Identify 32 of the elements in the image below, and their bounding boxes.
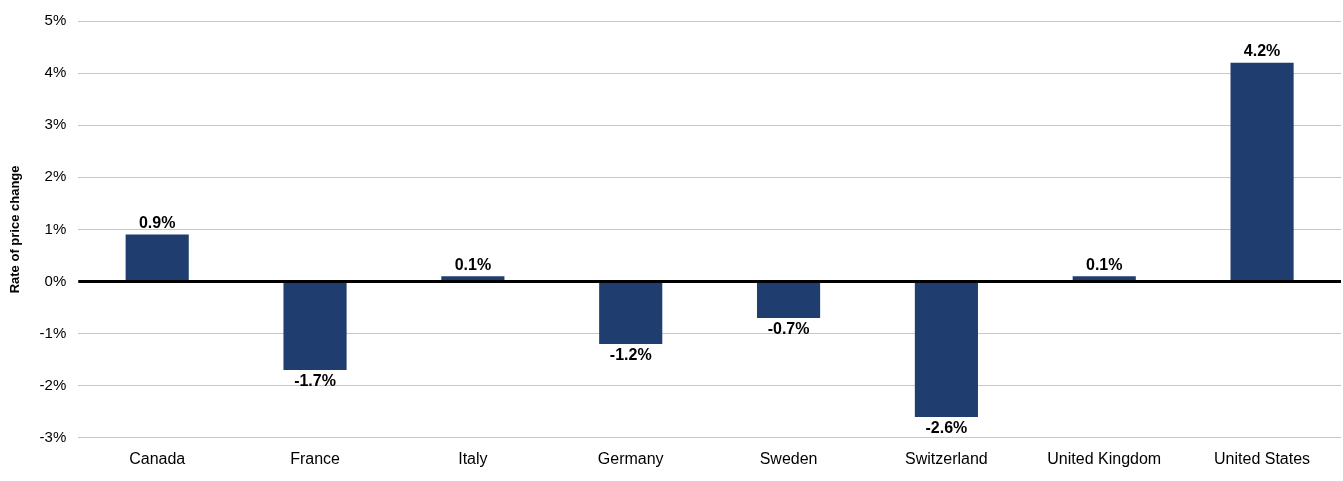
x-tick-label: United Kingdom — [1047, 449, 1162, 467]
bar — [599, 282, 663, 345]
y-axis-title: Rate of price change — [7, 165, 23, 294]
data-label: -2.6% — [925, 419, 968, 437]
y-tick-label: -2% — [39, 375, 67, 393]
y-tick-label: -3% — [39, 427, 67, 445]
data-label: -1.2% — [609, 346, 652, 364]
x-tick-label: United States — [1214, 449, 1311, 467]
x-tick-label: Canada — [129, 449, 186, 467]
data-label: 0.1% — [454, 255, 492, 273]
x-tick-label: Sweden — [759, 449, 818, 467]
data-label: 0.9% — [138, 214, 176, 232]
bar — [914, 282, 978, 417]
y-tick-label: 2% — [44, 167, 67, 185]
data-label: 4.2% — [1243, 42, 1281, 60]
data-label: -0.7% — [767, 320, 810, 338]
y-tick-label: 1% — [44, 219, 67, 237]
bar — [283, 282, 347, 371]
y-tick-label: 4% — [44, 63, 67, 81]
x-tick-label: Switzerland — [905, 449, 988, 467]
y-tick-label: 3% — [44, 115, 67, 133]
x-tick-label: Germany — [597, 449, 664, 467]
data-label: 0.1% — [1086, 255, 1123, 273]
y-tick-label: 5% — [44, 11, 67, 29]
bar — [1230, 62, 1294, 281]
bar — [125, 234, 189, 281]
y-tick-label: 0% — [44, 271, 67, 289]
bar — [756, 282, 821, 318]
y-tick-label: -1% — [39, 323, 67, 341]
x-tick-label: Italy — [458, 449, 488, 467]
x-tick-label: France — [290, 449, 341, 467]
data-label: -1.7% — [294, 372, 336, 390]
